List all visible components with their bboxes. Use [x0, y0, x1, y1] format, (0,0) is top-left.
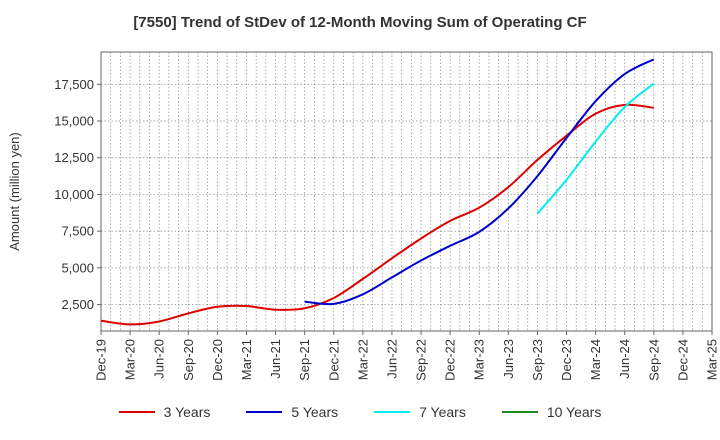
y-tick-label: 5,000 — [61, 260, 94, 275]
x-tick-label: Dec-19 — [94, 339, 109, 381]
y-tick-label: 10,000 — [54, 187, 94, 202]
legend-item-7-years: 7 Years — [374, 404, 466, 420]
legend-swatch-7-years — [374, 411, 411, 413]
legend-label-3-years: 3 Years — [163, 404, 211, 420]
y-axis-label: Amount (million yen) — [7, 132, 22, 251]
x-tick-label: Sep-20 — [181, 339, 196, 381]
chart-title: [7550] Trend of StDev of 12-Month Moving… — [133, 14, 587, 31]
grid — [101, 52, 712, 331]
legend-item-3-years: 3 Years — [118, 404, 211, 420]
x-tick-label: Dec-23 — [559, 339, 574, 381]
series-line-7-years — [536, 82, 655, 215]
x-tick-label: Dec-22 — [443, 339, 458, 381]
x-tick-label: Dec-21 — [326, 339, 341, 381]
legend-item-5-years: 5 Years — [246, 404, 338, 420]
series-line-5-years — [304, 58, 655, 306]
y-tick-label: 2,500 — [61, 297, 94, 312]
x-tick-label: Mar-23 — [472, 339, 487, 380]
legend-label-7-years: 7 Years — [419, 404, 466, 420]
y-tick-label: 15,000 — [54, 114, 94, 129]
x-tick-label: Mar-25 — [705, 339, 720, 380]
plot-area — [100, 51, 713, 332]
x-tick-label: Jun-23 — [501, 339, 516, 379]
x-tick-label: Mar-24 — [588, 339, 603, 380]
x-tick-label: Dec-24 — [675, 339, 690, 381]
x-tick-label: Mar-21 — [239, 339, 254, 380]
series-lines — [100, 58, 655, 326]
y-tick-label: 17,500 — [54, 77, 94, 92]
x-tick-label: Dec-20 — [210, 339, 225, 381]
x-tick-label: Sep-24 — [646, 339, 661, 381]
x-tick-label: Jun-21 — [268, 339, 283, 379]
x-tick-label: Sep-23 — [530, 339, 545, 381]
y-tick-label: 12,500 — [54, 150, 94, 165]
x-tick-label: Jun-20 — [152, 339, 167, 379]
x-tick-label: Jun-22 — [384, 339, 399, 379]
legend-swatch-5-years — [246, 411, 283, 413]
y-axis: 2,500 5,000 7,500 10,000 12,500 15,000 17,500 — [54, 77, 101, 312]
legend-swatch-10-years — [501, 411, 538, 413]
x-tick-label: Mar-22 — [355, 339, 370, 380]
legend: 3 Years 5 Years 7 Years 10 Years — [0, 404, 720, 420]
legend-label-5-years: 5 Years — [291, 404, 339, 420]
x-tick-label: Sep-22 — [414, 339, 429, 381]
x-tick-label: Jun-24 — [617, 339, 632, 379]
legend-label-10-years: 10 Years — [546, 404, 602, 420]
y-tick-label: 7,500 — [61, 224, 94, 239]
legend-swatch-3-years — [118, 411, 155, 413]
x-axis: Dec-19 Mar-20 Jun-20 Sep-20 Dec-20 Mar-21 Jun-… — [94, 331, 720, 381]
legend-item-10-years: 10 Years — [501, 404, 602, 420]
x-tick-label: Sep-21 — [297, 339, 312, 381]
series-line-3-years — [100, 103, 654, 326]
x-tick-label: Mar-20 — [123, 339, 138, 380]
